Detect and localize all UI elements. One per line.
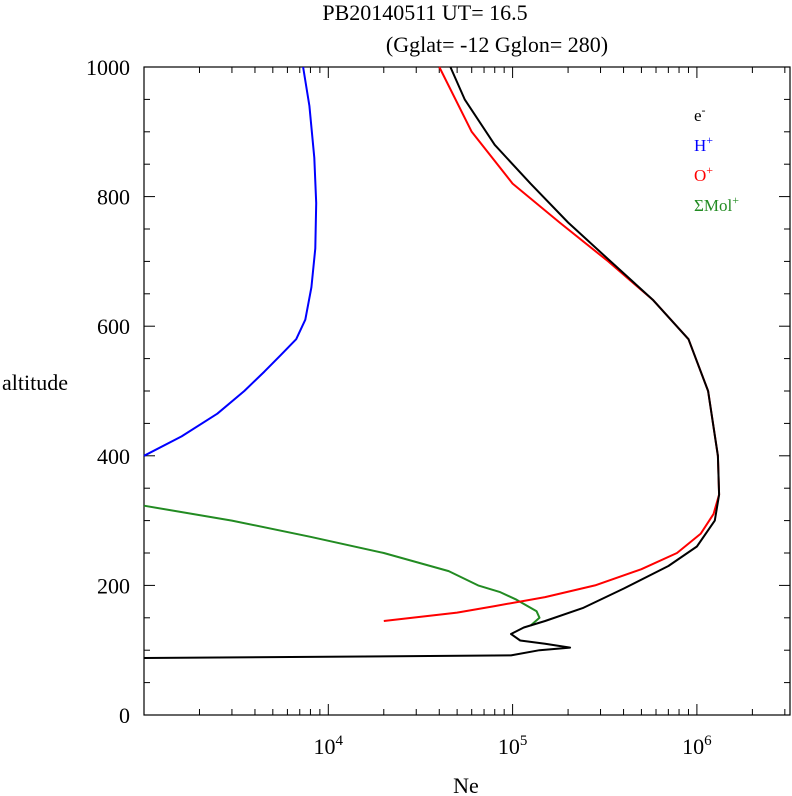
series-line-o bbox=[383, 66, 721, 622]
chart-title-line2: (Gglat= -12 Gglon= 280) bbox=[386, 32, 608, 57]
y-axis: 0 200 400 600 800 1000 bbox=[86, 55, 790, 728]
legend-entry: e- bbox=[694, 103, 706, 125]
legend-entry: ΣMol+ bbox=[694, 193, 739, 215]
y-tick-label: 800 bbox=[97, 185, 130, 210]
x-axis: 104 105 106 bbox=[143, 67, 786, 759]
chart-title-line1: PB20140511 UT= 16.5 bbox=[322, 0, 527, 25]
y-tick-label: 600 bbox=[97, 314, 130, 339]
series-line-e bbox=[143, 66, 721, 659]
y-tick-label: 1000 bbox=[86, 55, 130, 80]
x-tick-label: 106 bbox=[682, 733, 712, 759]
y-tick-label: 400 bbox=[97, 444, 130, 469]
series-line-mol bbox=[143, 504, 541, 627]
x-tick-label: 104 bbox=[314, 733, 344, 759]
y-tick-label: 0 bbox=[119, 703, 130, 728]
x-axis-label: Ne bbox=[453, 773, 479, 796]
plot-lines bbox=[143, 66, 721, 659]
legend: e- H+ O+ ΣMol+ bbox=[694, 103, 739, 215]
y-tick-label: 200 bbox=[97, 573, 130, 598]
plot-frame bbox=[143, 66, 791, 716]
legend-entry: H+ bbox=[694, 133, 713, 155]
y-axis-label: altitude bbox=[2, 370, 68, 395]
series-line-h bbox=[143, 66, 318, 457]
x-tick-label: 105 bbox=[498, 733, 528, 759]
legend-entry: O+ bbox=[694, 163, 713, 185]
